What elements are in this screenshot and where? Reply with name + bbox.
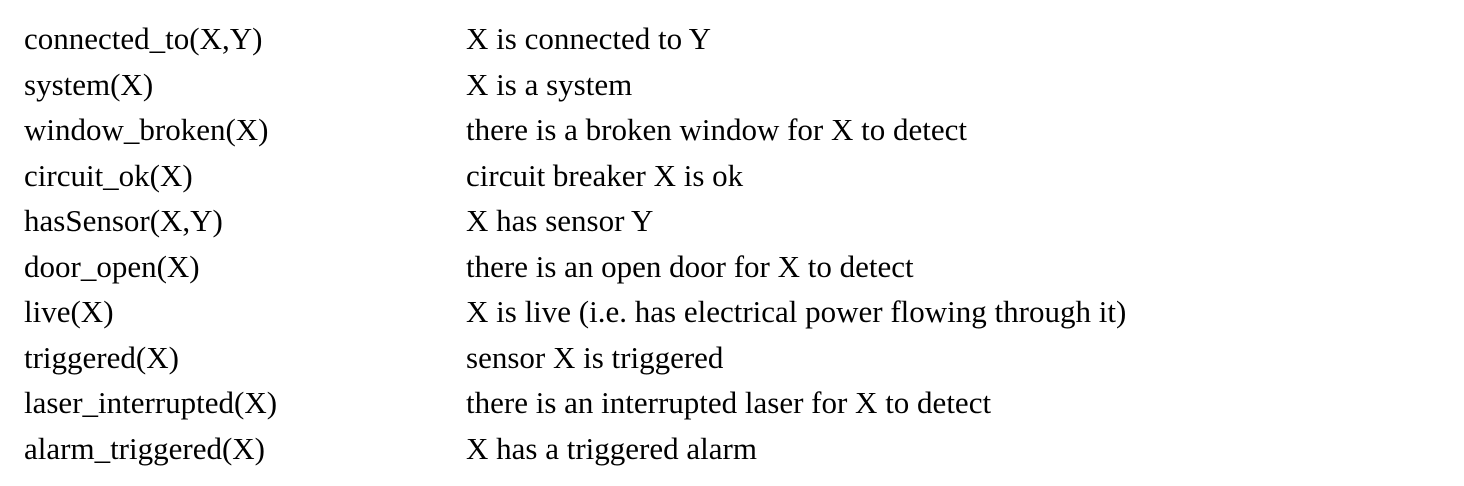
predicate-meaning: X has a triggered alarm xyxy=(466,430,757,466)
table-row: triggered(X) sensor X is triggered xyxy=(24,335,1424,381)
predicate-meaning: X is connected to Y xyxy=(466,21,712,56)
predicate-name: alarm_triggered(X) xyxy=(24,430,265,466)
predicate-name: triggered(X) xyxy=(24,339,179,375)
predicate-definition-table: connected_to(X,Y) X is connected to Y sy… xyxy=(24,16,1424,471)
predicate-meaning: circuit breaker X is ok xyxy=(466,157,744,193)
predicate-meaning: there is a broken window for X to detect xyxy=(466,112,968,147)
table-row: window_broken(X) there is a broken windo… xyxy=(24,107,1424,153)
table-row: laser_interrupted(X) there is an interru… xyxy=(24,380,1424,426)
table-row: live(X) X is live (i.e. has electrical p… xyxy=(24,289,1424,335)
table-row: connected_to(X,Y) X is connected to Y xyxy=(24,16,1424,62)
predicate-meaning: there is an interrupted laser for X to d… xyxy=(466,385,992,420)
table-row: circuit_ok(X) circuit breaker X is ok xyxy=(24,153,1424,199)
predicate-name: hasSensor(X,Y) xyxy=(24,203,223,238)
predicate-name: door_open(X) xyxy=(24,248,200,284)
table-row: alarm_triggered(X) X has a triggered ala… xyxy=(24,426,1424,472)
predicate-meaning: sensor X is triggered xyxy=(466,339,724,375)
table-row: system(X) X is a system xyxy=(24,62,1424,108)
predicate-meaning: X is a system xyxy=(466,66,633,102)
predicate-name: circuit_ok(X) xyxy=(24,157,193,193)
predicate-meaning: there is an open door for X to detect xyxy=(466,248,914,284)
predicate-name: connected_to(X,Y) xyxy=(24,21,263,56)
table-row: hasSensor(X,Y) X has sensor Y xyxy=(24,198,1424,244)
predicate-name: system(X) xyxy=(24,66,154,102)
predicate-name: laser_interrupted(X) xyxy=(24,385,278,420)
table-row: door_open(X) there is an open door for X… xyxy=(24,244,1424,290)
predicate-meaning: X has sensor Y xyxy=(466,203,654,238)
predicate-meaning: X is live (i.e. has electrical power flo… xyxy=(466,294,1127,329)
predicate-name: live(X) xyxy=(24,294,114,329)
predicate-name: window_broken(X) xyxy=(24,112,269,147)
